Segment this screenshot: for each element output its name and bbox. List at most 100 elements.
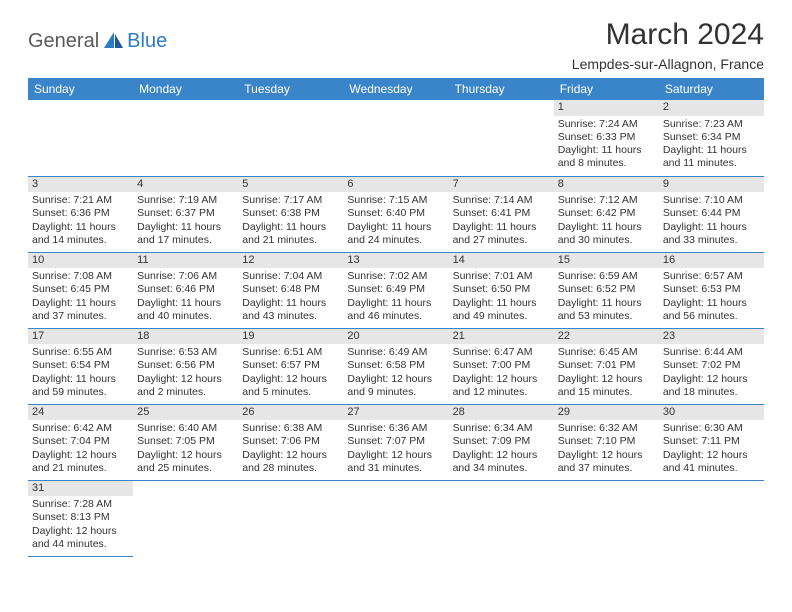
sunrise-text: Sunrise: 7:02 AM	[347, 270, 444, 283]
sunset-text: Sunset: 7:04 PM	[32, 435, 129, 448]
calendar-day-cell	[343, 480, 448, 556]
sunrise-text: Sunrise: 6:36 AM	[347, 422, 444, 435]
sunset-text: Sunset: 6:46 PM	[137, 283, 234, 296]
day-number: 6	[343, 177, 448, 193]
calendar-day-cell	[343, 100, 448, 176]
day-number: 1	[554, 100, 659, 116]
sunset-text: Sunset: 6:48 PM	[242, 283, 339, 296]
daylight-text: Daylight: 12 hours and 41 minutes.	[663, 449, 760, 475]
daylight-text: Daylight: 12 hours and 2 minutes.	[137, 373, 234, 399]
day-number: 27	[343, 405, 448, 421]
sunrise-text: Sunrise: 7:21 AM	[32, 194, 129, 207]
calendar-week-row: 10Sunrise: 7:08 AMSunset: 6:45 PMDayligh…	[28, 252, 764, 328]
daylight-text: Daylight: 11 hours and 17 minutes.	[137, 221, 234, 247]
day-number: 7	[449, 177, 554, 193]
daylight-text: Daylight: 11 hours and 37 minutes.	[32, 297, 129, 323]
calendar-day-cell: 7Sunrise: 7:14 AMSunset: 6:41 PMDaylight…	[449, 176, 554, 252]
calendar-week-row: 17Sunrise: 6:55 AMSunset: 6:54 PMDayligh…	[28, 328, 764, 404]
sunrise-text: Sunrise: 6:55 AM	[32, 346, 129, 359]
daylight-text: Daylight: 11 hours and 33 minutes.	[663, 221, 760, 247]
calendar-day-cell: 27Sunrise: 6:36 AMSunset: 7:07 PMDayligh…	[343, 404, 448, 480]
calendar-day-cell: 14Sunrise: 7:01 AMSunset: 6:50 PMDayligh…	[449, 252, 554, 328]
sunset-text: Sunset: 7:07 PM	[347, 435, 444, 448]
logo-sail-icon	[103, 31, 125, 54]
daylight-text: Daylight: 11 hours and 14 minutes.	[32, 221, 129, 247]
daylight-text: Daylight: 11 hours and 21 minutes.	[242, 221, 339, 247]
daylight-text: Daylight: 11 hours and 43 minutes.	[242, 297, 339, 323]
calendar-day-cell: 15Sunrise: 6:59 AMSunset: 6:52 PMDayligh…	[554, 252, 659, 328]
sunset-text: Sunset: 6:54 PM	[32, 359, 129, 372]
day-number: 16	[659, 253, 764, 269]
sunrise-text: Sunrise: 7:08 AM	[32, 270, 129, 283]
sunrise-text: Sunrise: 6:49 AM	[347, 346, 444, 359]
sunset-text: Sunset: 7:00 PM	[453, 359, 550, 372]
sunset-text: Sunset: 6:42 PM	[558, 207, 655, 220]
calendar-day-cell: 9Sunrise: 7:10 AMSunset: 6:44 PMDaylight…	[659, 176, 764, 252]
day-number: 24	[28, 405, 133, 421]
sunset-text: Sunset: 7:10 PM	[558, 435, 655, 448]
calendar-week-row: 1Sunrise: 7:24 AMSunset: 6:33 PMDaylight…	[28, 100, 764, 176]
day-number: 2	[659, 100, 764, 116]
calendar-day-cell: 13Sunrise: 7:02 AMSunset: 6:49 PMDayligh…	[343, 252, 448, 328]
daylight-text: Daylight: 12 hours and 31 minutes.	[347, 449, 444, 475]
calendar-day-cell: 21Sunrise: 6:47 AMSunset: 7:00 PMDayligh…	[449, 328, 554, 404]
day-number: 21	[449, 329, 554, 345]
calendar-day-cell: 24Sunrise: 6:42 AMSunset: 7:04 PMDayligh…	[28, 404, 133, 480]
calendar-week-row: 24Sunrise: 6:42 AMSunset: 7:04 PMDayligh…	[28, 404, 764, 480]
daylight-text: Daylight: 11 hours and 30 minutes.	[558, 221, 655, 247]
calendar-table: Sunday Monday Tuesday Wednesday Thursday…	[28, 78, 764, 557]
daylight-text: Daylight: 11 hours and 46 minutes.	[347, 297, 444, 323]
sunrise-text: Sunrise: 6:38 AM	[242, 422, 339, 435]
day-number: 13	[343, 253, 448, 269]
day-number: 5	[238, 177, 343, 193]
sunrise-text: Sunrise: 6:34 AM	[453, 422, 550, 435]
calendar-day-cell	[238, 100, 343, 176]
day-number: 29	[554, 405, 659, 421]
daylight-text: Daylight: 12 hours and 5 minutes.	[242, 373, 339, 399]
calendar-day-cell: 2Sunrise: 7:23 AMSunset: 6:34 PMDaylight…	[659, 100, 764, 176]
day-number: 11	[133, 253, 238, 269]
day-number: 25	[133, 405, 238, 421]
calendar-day-cell: 16Sunrise: 6:57 AMSunset: 6:53 PMDayligh…	[659, 252, 764, 328]
sunset-text: Sunset: 6:58 PM	[347, 359, 444, 372]
logo: General Blue	[28, 30, 167, 53]
weekday-header: Sunday	[28, 78, 133, 100]
weekday-header: Monday	[133, 78, 238, 100]
calendar-day-cell: 19Sunrise: 6:51 AMSunset: 6:57 PMDayligh…	[238, 328, 343, 404]
title-block: March 2024 Lempdes-sur-Allagnon, France	[572, 18, 764, 72]
sunrise-text: Sunrise: 7:17 AM	[242, 194, 339, 207]
calendar-day-cell: 5Sunrise: 7:17 AMSunset: 6:38 PMDaylight…	[238, 176, 343, 252]
daylight-text: Daylight: 11 hours and 59 minutes.	[32, 373, 129, 399]
daylight-text: Daylight: 12 hours and 25 minutes.	[137, 449, 234, 475]
daylight-text: Daylight: 12 hours and 34 minutes.	[453, 449, 550, 475]
day-number: 26	[238, 405, 343, 421]
calendar-day-cell: 18Sunrise: 6:53 AMSunset: 6:56 PMDayligh…	[133, 328, 238, 404]
daylight-text: Daylight: 12 hours and 9 minutes.	[347, 373, 444, 399]
calendar-day-cell	[133, 100, 238, 176]
sunrise-text: Sunrise: 6:32 AM	[558, 422, 655, 435]
calendar-day-cell: 8Sunrise: 7:12 AMSunset: 6:42 PMDaylight…	[554, 176, 659, 252]
calendar-day-cell: 20Sunrise: 6:49 AMSunset: 6:58 PMDayligh…	[343, 328, 448, 404]
sunrise-text: Sunrise: 7:14 AM	[453, 194, 550, 207]
weekday-header: Saturday	[659, 78, 764, 100]
day-number: 9	[659, 177, 764, 193]
calendar-day-cell: 4Sunrise: 7:19 AMSunset: 6:37 PMDaylight…	[133, 176, 238, 252]
calendar-day-cell: 29Sunrise: 6:32 AMSunset: 7:10 PMDayligh…	[554, 404, 659, 480]
calendar-day-cell: 23Sunrise: 6:44 AMSunset: 7:02 PMDayligh…	[659, 328, 764, 404]
sunrise-text: Sunrise: 7:28 AM	[32, 498, 129, 511]
day-number: 17	[28, 329, 133, 345]
calendar-day-cell: 1Sunrise: 7:24 AMSunset: 6:33 PMDaylight…	[554, 100, 659, 176]
calendar-day-cell: 10Sunrise: 7:08 AMSunset: 6:45 PMDayligh…	[28, 252, 133, 328]
sunset-text: Sunset: 6:52 PM	[558, 283, 655, 296]
sunset-text: Sunset: 6:45 PM	[32, 283, 129, 296]
sunrise-text: Sunrise: 6:45 AM	[558, 346, 655, 359]
daylight-text: Daylight: 12 hours and 28 minutes.	[242, 449, 339, 475]
day-number: 12	[238, 253, 343, 269]
day-number: 4	[133, 177, 238, 193]
sunrise-text: Sunrise: 7:12 AM	[558, 194, 655, 207]
calendar-day-cell: 22Sunrise: 6:45 AMSunset: 7:01 PMDayligh…	[554, 328, 659, 404]
calendar-day-cell	[554, 480, 659, 556]
calendar-week-row: 31Sunrise: 7:28 AMSunset: 8:13 PMDayligh…	[28, 480, 764, 556]
sunrise-text: Sunrise: 7:06 AM	[137, 270, 234, 283]
logo-text-blue: Blue	[127, 30, 167, 53]
